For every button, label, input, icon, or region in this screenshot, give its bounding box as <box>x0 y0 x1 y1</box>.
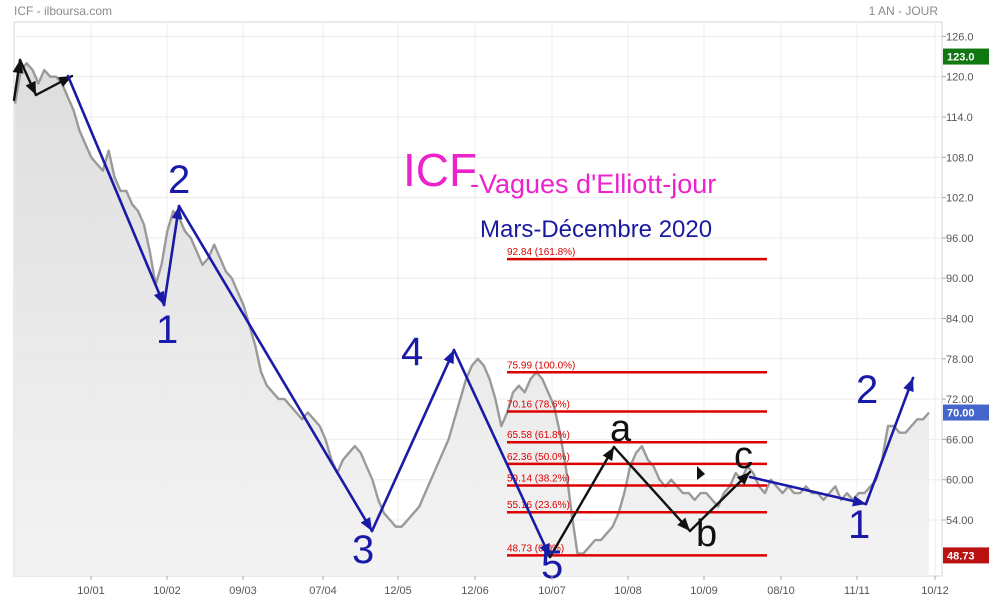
x-tick-label: 10/01 <box>77 585 105 597</box>
wave-arrow-blue <box>748 475 868 506</box>
wave-label: c <box>734 435 753 477</box>
x-tick-label: 10/08 <box>614 585 642 597</box>
wave-label: 2 <box>856 368 878 412</box>
fib-level-label: 48.73 (0.0%) <box>507 543 564 554</box>
wave-label: 2 <box>168 158 190 202</box>
y-tick-label: 90.00 <box>946 273 974 285</box>
wave-arrow-black <box>612 445 692 533</box>
wave-arrow-black <box>548 445 616 559</box>
wave-label: 1 <box>848 503 870 547</box>
fib-level-label: 62.36 (50.0%) <box>507 452 570 463</box>
y-tick-label: 54.00 <box>946 515 974 527</box>
wave-arrow-black <box>688 470 752 533</box>
small-marker-arrow <box>697 466 705 480</box>
wave-arrow-blue-head <box>852 495 866 507</box>
wave-arrow-blue-head <box>539 542 550 557</box>
price-badge-low <box>943 547 989 564</box>
wave-labels: 1 2 3 4 5 a bc 1 2 <box>156 158 878 587</box>
wave-arrow-black-head <box>736 472 750 486</box>
x-tick-label: 10/12 <box>921 585 949 597</box>
chart-title-sub: -Vagues d'Elliott-jour <box>470 169 716 199</box>
wave-label: b <box>696 513 717 555</box>
wave-label: 5 <box>541 543 563 587</box>
wave-arrow-blue <box>66 74 166 307</box>
y-tick-label: 66.00 <box>946 434 974 446</box>
chart-subtitle: Mars-Décembre 2020 <box>480 216 712 243</box>
price-badge-label: 123.0 <box>947 52 975 64</box>
price-badge-label: 48.73 <box>947 550 975 562</box>
wave-arrow-blue <box>162 204 181 307</box>
x-tick-label: 10/02 <box>153 585 181 597</box>
wave-arrow-blue <box>370 348 456 533</box>
wave-arrow-black-head <box>677 517 690 531</box>
fib-level-label: 92.84 (161.8%) <box>507 247 575 258</box>
elliott-wave-arrows <box>12 58 915 559</box>
y-tick-label: 78.00 <box>946 354 974 366</box>
wave-arrow-black-head <box>25 80 36 95</box>
y-tick-label: 84.00 <box>946 314 974 326</box>
x-tick-label: 09/03 <box>229 585 257 597</box>
wave-arrow-blue-head <box>903 378 914 393</box>
wave-arrow-black-head <box>602 447 614 462</box>
x-tick-label: 07/04 <box>309 585 337 597</box>
wave-label: 4 <box>401 330 423 374</box>
price-badge-label: 70.00 <box>947 408 975 420</box>
wave-arrow-blue <box>452 348 552 559</box>
fibonacci-levels: 92.84 (161.8%) 75.99 (100.0%) 70.16 (78.6%… <box>507 247 767 557</box>
x-tick-label: 12/05 <box>384 585 412 597</box>
price-line <box>13 62 930 555</box>
chart-title-main: ICF <box>403 144 477 196</box>
y-tick-label: 126.0 <box>946 31 974 43</box>
y-tick-label: 120.0 <box>946 72 974 84</box>
x-tick-label: 08/10 <box>767 585 795 597</box>
price-badge-last <box>943 404 989 421</box>
x-tick-label: 10/07 <box>538 585 566 597</box>
x-tick-label: 10/09 <box>690 585 718 597</box>
y-tick-label: 114.0 <box>946 112 973 124</box>
wave-label: 3 <box>352 528 374 572</box>
y-tick-label: 72.00 <box>946 394 974 406</box>
header-symbol-source: ICF - ilboursa.com <box>14 4 113 18</box>
wave-arrow-blue <box>177 204 374 533</box>
y-tick-label: 102.0 <box>946 193 974 205</box>
x-axis: 10/01 10/02 09/03 07/04 12/05 12/06 10/07 10/08… <box>77 576 949 597</box>
y-tick-label: 96.00 <box>946 233 974 245</box>
wave-arrow-blue-head <box>153 290 165 305</box>
fib-level-label: 65.58 (61.8%) <box>507 430 570 441</box>
fib-level-label: 55.16 (23.6%) <box>507 500 570 511</box>
price-area-layer <box>13 62 930 577</box>
price-area <box>15 63 929 577</box>
header-period: 1 AN - JOUR <box>868 4 938 18</box>
wave-arrow-blue <box>864 376 915 506</box>
fib-level-label: 59.14 (38.2%) <box>507 473 570 484</box>
wave-arrow-blue-head <box>360 517 372 531</box>
fib-level-label: 75.99 (100.0%) <box>507 360 575 371</box>
wave-label: a <box>610 408 632 450</box>
y-axis: 54.00 60.00 66.00 72.00 78.00 84.00 90.00 96.00… <box>942 31 989 564</box>
chart-titles: ICF-Vagues d'Elliott-jour Mars-Décembre 2… <box>403 144 716 243</box>
fib-level-label: 70.16 (78.6%) <box>507 399 570 410</box>
price-badge-high <box>943 48 989 65</box>
y-tick-label: 60.00 <box>946 475 974 487</box>
wave-arrow-blue-head <box>443 350 454 365</box>
y-tick-label: 108.0 <box>946 152 974 164</box>
x-tick-label: 12/06 <box>461 585 489 597</box>
wave-label: 1 <box>156 308 178 352</box>
x-tick-label: 11/11 <box>844 585 870 597</box>
